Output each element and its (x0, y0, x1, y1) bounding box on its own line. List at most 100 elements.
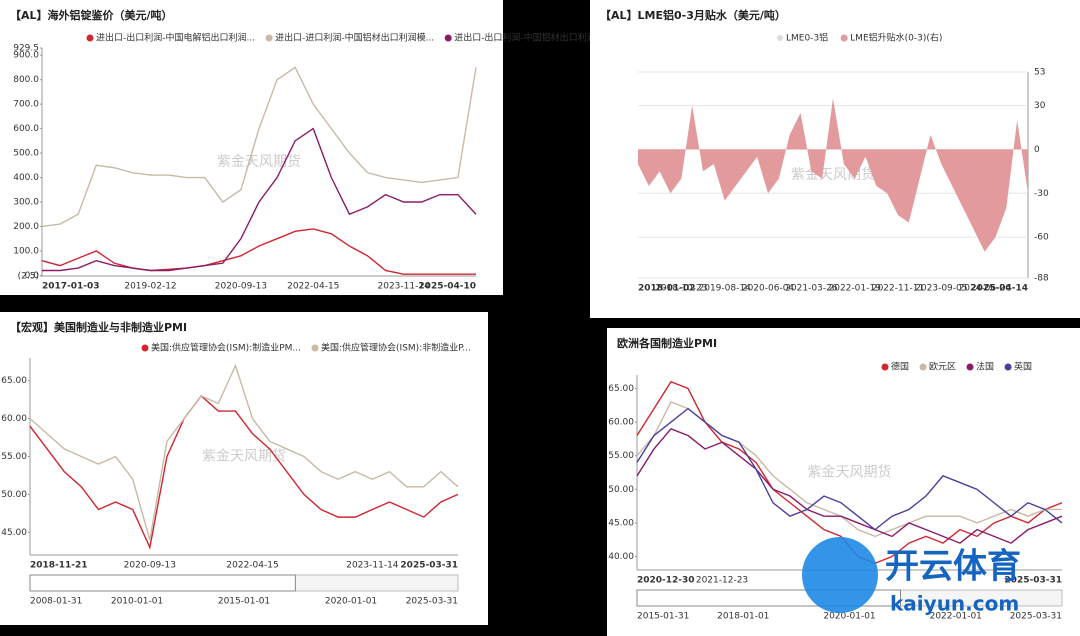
x-tick-label: 2019-08-14 (699, 284, 752, 294)
y-tick-label: 0 (1034, 145, 1040, 155)
legend-label: 美国:供应管理协会(ISM):制造业PM... (151, 342, 301, 354)
watermark: 紫金天风期货 (202, 448, 286, 465)
line (41, 228, 476, 275)
y-tick-label: 40.00 (608, 552, 634, 562)
x-tick-label: 2020-09-13 (215, 282, 267, 292)
navigator-label: 2015-01-01 (218, 597, 270, 607)
y-tick-label: 50.00 (608, 485, 634, 495)
x-tick-label: 2025-03-31 (400, 561, 458, 571)
logo-icon (802, 537, 878, 613)
navigator-label: 2020-01-01 (325, 597, 377, 607)
chart-panel: 【AL】海外铝锭鉴价（美元/吨） 紫金天风期货 (2.5)0.0 100.0 200.0… (0, 0, 613, 295)
y-tick-label: 200.0 (13, 222, 39, 232)
navigator-label: 2010-01-01 (111, 597, 163, 607)
line (29, 394, 459, 550)
x-tick-label: 2022-04-15 (287, 282, 339, 292)
legend-label: 法国 (976, 361, 994, 373)
x-tick-label: 2022-01-19 (829, 284, 882, 294)
y-tick-label: 55.00 (1, 452, 27, 462)
legend-marker (86, 34, 94, 42)
legend-label: LME铝升贴水(0-3)(右) (850, 32, 942, 44)
legend-label: 英国 (1014, 361, 1032, 373)
navigator-label: 2008-01-31 (30, 597, 82, 607)
chart-panel: 【AL】LME铝0-3月贴水（美元/吨） 紫金天风期货 53 30 0 -30 -60 -88… (590, 0, 1080, 318)
line (636, 427, 1063, 544)
legend-label: 美国:供应管理协会(ISM):非制造业P... (321, 342, 471, 354)
legend-marker (311, 344, 319, 352)
line (636, 407, 1063, 531)
watermark: 紫金天风期货 (791, 166, 875, 183)
navigator-label: 2025-03-31 (1010, 612, 1062, 622)
panel-background (0, 312, 488, 625)
y-tick-label: 53 (1034, 68, 1045, 78)
legend-marker (265, 34, 273, 42)
x-tick-label: 2017-01-03 (42, 282, 100, 292)
y-tick-label: 800.0 (13, 75, 39, 85)
y-tick-label: 65.00 (608, 384, 634, 394)
y-tick-label: 500.0 (13, 149, 39, 159)
y-tick-label: 65.00 (1, 376, 27, 386)
x-tick-label: 2023-11-14 (346, 561, 399, 571)
y-tick-label: 60.00 (608, 418, 634, 428)
legend-marker (444, 34, 452, 42)
x-tick-label: 2020-06-04 (742, 284, 795, 294)
legend-marker (141, 344, 149, 352)
y-tick-label: 700.0 (13, 100, 39, 110)
navigator-label: 2022-01-01 (930, 612, 982, 622)
navigator-label: 2025-03-31 (406, 597, 458, 607)
line (42, 127, 477, 272)
y-tick-label: -30 (1034, 189, 1049, 199)
line (41, 66, 477, 228)
y-tick-label: 400.0 (13, 173, 39, 183)
navigator-label: 2020-01-01 (823, 612, 875, 622)
legend-label: 欧元区 (929, 361, 956, 373)
chart-title: 【宏观】美国制造业与非制造业PMI (10, 320, 187, 334)
y-tick-label: 50.00 (1, 490, 27, 500)
y-tick-label: 60.00 (1, 414, 27, 424)
legend-marker (1004, 363, 1012, 371)
y-tick-label: 55.00 (608, 451, 634, 461)
logo-url: kaiyun.com (890, 592, 1019, 616)
y-tick-label: -88 (1034, 274, 1049, 284)
y-tick-label: 900.0 (13, 51, 39, 61)
y-tick-label: 100.0 (13, 246, 39, 256)
y-tick-label: 0.0 (25, 271, 40, 281)
chart-panel: 【宏观】美国制造业与非制造业PMI 紫金天风期货 45.00 50.00 55.00 60… (0, 312, 488, 625)
chart-title: 【AL】LME铝0-3月贴水（美元/吨） (600, 8, 786, 22)
chart-title: 【AL】海外铝锭鉴价（美元/吨） (10, 8, 173, 22)
watermark: 紫金天风期货 (808, 464, 892, 481)
x-tick-label: 2018-10-23 (655, 284, 707, 294)
legend-label: 进出口-出口利润-中国电解铝出口利润... (96, 32, 255, 44)
legend-label: 进出口-进口利润-中国铝材出口利润模... (275, 32, 434, 44)
x-tick-label: 2018-01-02 (638, 284, 696, 294)
x-tick-label: 2022-11-11 (872, 284, 924, 294)
logo-name: 开云体育 (885, 547, 1021, 587)
legend-marker (966, 363, 974, 371)
y-tick-label: 45.00 (608, 518, 634, 528)
navigator-window (29, 574, 296, 592)
y-tick-label: 300.0 (13, 197, 39, 207)
y-tick-label: 600.0 (13, 124, 39, 134)
navigator-label: 2018-01-01 (717, 612, 769, 622)
x-tick-label: 2025-04-14 (970, 284, 1028, 294)
x-tick-label: 2024-06-26 (959, 284, 1012, 294)
x-tick-label: 2025-03-31 (1004, 576, 1062, 586)
x-tick-label: 2023-09-05 (915, 284, 967, 294)
x-tick-label: 2021-03-26 (785, 284, 838, 294)
legend-label: 进出口-出口利润-中国铝材出口利润模... (454, 32, 613, 44)
x-tick-label: 2020-12-30 (637, 576, 695, 586)
y-tick-label: 30 (1034, 101, 1046, 111)
legend-label: LME0-3铝 (786, 32, 828, 44)
y-tick-label: -60 (1034, 233, 1049, 243)
legend-marker (840, 34, 848, 42)
x-tick-label: 2019-02-12 (124, 282, 176, 292)
area (638, 98, 1028, 252)
y-tick-label: (2.5) (18, 272, 39, 282)
legend-marker (881, 363, 889, 371)
x-tick-label: 2022-04-15 (226, 561, 278, 571)
navigator-label: 2015-01-31 (637, 612, 689, 622)
legend-marker (777, 35, 783, 41)
x-tick-label: 2025-04-10 (418, 282, 476, 292)
y-tick-label: 45.00 (1, 528, 27, 538)
